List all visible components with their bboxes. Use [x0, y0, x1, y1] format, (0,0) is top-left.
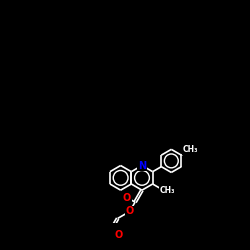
Text: CH₃: CH₃	[183, 145, 198, 154]
Text: O: O	[126, 206, 134, 216]
Text: O: O	[123, 192, 131, 202]
Text: N: N	[138, 160, 146, 170]
Text: CH₃: CH₃	[160, 186, 175, 196]
Text: O: O	[114, 230, 123, 240]
